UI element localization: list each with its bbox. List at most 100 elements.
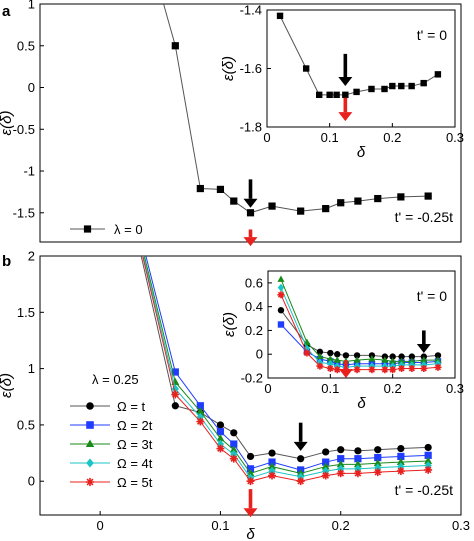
b-main-ytick-label: 1.5 <box>17 305 35 320</box>
b-main-point-s2-11 <box>373 458 382 467</box>
a-inset-point-s0-9 <box>389 82 396 90</box>
b-main-xtick-label: 0.3 <box>452 518 470 533</box>
b-inset-arrow-black-0 <box>416 330 431 354</box>
b-inset-point-s0-13 <box>434 352 442 359</box>
b-main-point-s2-2 <box>196 407 205 415</box>
b-main-point-s3-7 <box>297 472 305 482</box>
b-inset-plot-area <box>277 275 442 375</box>
a-main-ytick-label: -1 <box>23 164 35 179</box>
b-inset-point-s0-11 <box>408 353 416 360</box>
b-inset-point-s2-4 <box>333 356 341 363</box>
b-main-point-s4-8 <box>321 471 330 480</box>
b-main-point-s1-9 <box>337 455 345 463</box>
a-main-point-s0-5 <box>246 209 255 217</box>
legend-b-marker-4 <box>85 477 95 487</box>
a-inset-point-s0-5 <box>342 91 349 99</box>
b-inset-point-s3-8 <box>381 362 389 370</box>
b-inset-point-s0-5 <box>342 352 350 359</box>
a-main-ytick-label: 0 <box>28 80 35 95</box>
b-main-point-s2-13 <box>424 456 433 464</box>
b-inset-point-s4-9 <box>389 366 397 374</box>
a-main-ytick-label: -0.5 <box>13 122 35 137</box>
b-main-point-s1-12 <box>397 452 405 461</box>
b-inset-point-s4-1 <box>303 349 311 357</box>
a-main-ylabel: ε(δ) <box>0 111 15 136</box>
b-main-point-s1-3 <box>216 428 225 436</box>
b-main-arrow-red-1-head <box>243 508 258 518</box>
b-inset-chart: 0.60.40.20-0.20 0.1 0.2 0.3ε(δ)δt' = 0 <box>221 270 464 412</box>
b-main-series-line-2 <box>143 256 429 474</box>
b-main-point-s2-10 <box>353 460 362 468</box>
b-main-point-s0-10 <box>354 447 362 455</box>
panel-label-b: b <box>2 253 11 270</box>
b-main-point-s1-8 <box>322 458 330 466</box>
a-main-ytick-label: -1.5 <box>13 205 35 220</box>
a-inset-arrow-black-0-head <box>338 77 353 87</box>
b-inset-point-s2-8 <box>381 356 389 363</box>
b-inset-xtick-label: 0.3 <box>446 381 464 396</box>
a-main-point-s0-12 <box>397 193 405 201</box>
b-inset-point-s0-0 <box>277 307 285 314</box>
a-main-point-s0-13 <box>424 192 432 200</box>
legend-a-label: λ = 0 <box>114 222 143 237</box>
a-main-plot-area <box>163 4 432 217</box>
a-main-point-s0-9 <box>337 199 345 207</box>
b-main-xlabel: δ <box>246 526 255 541</box>
b-main-ytick-label: 2 <box>28 249 35 264</box>
b-inset-point-s2-0 <box>277 275 285 282</box>
b-main-point-s4-10 <box>353 469 362 478</box>
a-main-ytick-label: 1 <box>28 0 35 12</box>
a-inset-point-s0-7 <box>368 85 375 93</box>
b-main-annotation: t' = -0.25t <box>395 482 453 498</box>
a-inset-point-s0-4 <box>333 91 340 99</box>
b-main-point-s0-11 <box>374 446 382 454</box>
b-inset-point-s4-4 <box>333 366 341 374</box>
b-inset-point-s2-10 <box>398 357 406 364</box>
b-main-arrow-black-0 <box>293 422 308 451</box>
b-inset-point-s0-6 <box>353 352 361 359</box>
b-inset-point-s0-2 <box>316 348 324 356</box>
b-inset-arrow-red-1-head <box>338 369 353 378</box>
a-main-arrow-red-1-head <box>243 237 258 247</box>
b-inset-point-s1-0 <box>277 321 285 328</box>
b-main-point-s1-2 <box>196 402 204 410</box>
b-main-ytick-label: 0.5 <box>17 417 35 432</box>
a-inset-point-s0-12 <box>420 79 427 87</box>
a-main-point-s0-3 <box>216 185 225 193</box>
b-inset-ytick-label: -0.2 <box>241 371 263 386</box>
b-main-point-s4-1 <box>171 390 180 399</box>
b-inset-point-s4-2 <box>316 362 324 370</box>
b-main-point-s0-7 <box>297 455 305 463</box>
b-inset-point-s0-10 <box>398 353 405 360</box>
b-main-point-s1-6 <box>268 458 276 466</box>
a-main-ytick-label: 0.5 <box>17 38 35 53</box>
a-inset-xlabel: δ <box>357 144 366 161</box>
legend-b-label-2: Ω = 3t <box>117 437 153 452</box>
b-inset-point-s2-9 <box>389 357 397 364</box>
a-inset-arrow-black-0 <box>338 53 353 87</box>
b-inset-point-s2-7 <box>368 355 376 362</box>
a-main-arrow-red-1 <box>243 229 258 247</box>
b-main-point-s0-4 <box>230 429 238 437</box>
b-inset-arrow-black-0-head <box>416 344 431 354</box>
b-main-point-s2-4 <box>229 445 238 453</box>
legend-b-label-0: Ω = t <box>117 399 146 414</box>
b-main-point-s2-8 <box>321 462 330 470</box>
b-main-point-s0-8 <box>322 448 330 456</box>
b-main-point-s4-3 <box>216 444 225 453</box>
a-main-point-s0-1 <box>171 42 179 50</box>
b-main-point-s4-9 <box>336 469 345 478</box>
b-main-plot-area <box>140 256 433 486</box>
b-main-ytick-label: 1 <box>28 361 35 376</box>
b-inset-point-s4-6 <box>353 366 361 374</box>
a-main-point-s0-8 <box>322 204 330 213</box>
a-main-point-s0-10 <box>354 197 362 205</box>
b-main-xtick-label: 0.1 <box>211 518 229 533</box>
b-inset-point-s2-11 <box>408 357 416 364</box>
b-inset-point-s3-7 <box>368 362 376 370</box>
legend-b-label-1: Ω = 2t <box>117 418 153 433</box>
b-inset-point-s0-3 <box>327 349 334 357</box>
a-main-annotation: t' = -0.25t <box>395 209 453 225</box>
a-inset-point-s0-13 <box>434 71 442 78</box>
b-inset-xtick-label: 0.1 <box>321 381 339 396</box>
